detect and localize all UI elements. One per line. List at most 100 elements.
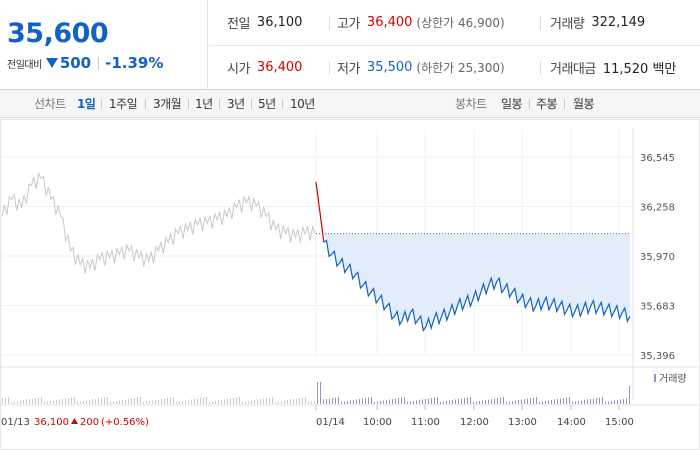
volume-bar bbox=[452, 400, 453, 404]
volume-bar bbox=[242, 402, 243, 404]
volume-bar bbox=[386, 400, 387, 404]
volume-bar bbox=[11, 402, 12, 404]
volume-bar bbox=[218, 400, 219, 404]
volume-bar bbox=[599, 397, 600, 404]
volume-bar bbox=[83, 401, 84, 404]
toolbar-divider bbox=[282, 99, 283, 109]
volume-bar bbox=[545, 401, 546, 404]
volume-bar bbox=[623, 399, 624, 404]
volume-bar bbox=[305, 397, 306, 404]
volume-bar bbox=[35, 398, 36, 404]
period-3m-button[interactable]: 3개월 bbox=[153, 97, 182, 111]
volume-bar bbox=[539, 402, 540, 404]
today-price-line bbox=[323, 239, 631, 332]
volume-bar bbox=[17, 401, 18, 404]
volume-bar bbox=[206, 397, 207, 404]
volume-bar bbox=[71, 397, 72, 404]
change-divider bbox=[98, 56, 100, 70]
volume-bar bbox=[311, 401, 312, 404]
volume-bar bbox=[374, 402, 375, 404]
volume-bar bbox=[365, 398, 366, 404]
period-10y-button[interactable]: 10년 bbox=[290, 97, 315, 111]
candle-monthly-button[interactable]: 월봉 bbox=[573, 97, 595, 111]
below-reference-fill bbox=[323, 233, 630, 331]
x-tick-label: 14:00 bbox=[557, 417, 586, 428]
toolbar-divider bbox=[564, 99, 565, 109]
volume-bar bbox=[377, 401, 378, 404]
volume-bar bbox=[257, 399, 258, 404]
volume-bar bbox=[158, 399, 159, 404]
divider bbox=[329, 16, 330, 30]
volume-bar bbox=[353, 400, 354, 404]
change-percent: -1.39% bbox=[105, 54, 164, 72]
volume-bar bbox=[146, 401, 147, 404]
volume-bar bbox=[434, 397, 435, 404]
volume-bar bbox=[629, 386, 630, 404]
price-summary: 35,600 전일대비 500 -1.39% bbox=[0, 0, 208, 90]
volume-bar bbox=[26, 399, 27, 404]
volume-bar bbox=[482, 400, 483, 404]
volume-bar bbox=[497, 398, 498, 404]
candle-daily-button[interactable]: 일봉 bbox=[501, 97, 523, 111]
high-label: 고가 bbox=[337, 17, 360, 32]
volume-bar bbox=[188, 400, 189, 404]
x-tick-label: 13:00 bbox=[508, 417, 537, 428]
volume-label: 거래량 bbox=[550, 17, 585, 32]
volume-bar bbox=[518, 400, 519, 404]
volume-bar bbox=[458, 399, 459, 404]
volume-bar bbox=[23, 400, 24, 404]
price-fill-area bbox=[323, 233, 630, 331]
volume-bar bbox=[512, 401, 513, 404]
x-tick-label: 01/14 bbox=[316, 417, 345, 428]
volume-bar bbox=[203, 397, 204, 404]
opening-segment bbox=[315, 181, 325, 243]
open-cell: 시가 36,400 bbox=[227, 45, 302, 90]
volume-legend-swatch bbox=[654, 374, 656, 382]
today-series bbox=[315, 181, 631, 332]
volume-bar bbox=[95, 399, 96, 404]
volume-bar bbox=[362, 398, 363, 404]
period-5y-button[interactable]: 5년 bbox=[258, 97, 276, 111]
volume-bar bbox=[341, 402, 342, 404]
volume-bar bbox=[185, 400, 186, 404]
volume-bar bbox=[20, 400, 21, 404]
volume-panel: 거래량 bbox=[2, 373, 687, 404]
volume-bar bbox=[80, 401, 81, 404]
change-row: 전일대비 500 -1.39% bbox=[7, 54, 163, 72]
price-chart-svg: 36,545 36,258 35,970 35,683 35,396 거래량 01/14… bbox=[0, 119, 700, 450]
volume-bar bbox=[245, 401, 246, 404]
volume-bar bbox=[92, 399, 93, 404]
volume-bar bbox=[593, 398, 594, 404]
volume-bar bbox=[248, 401, 249, 404]
y-tick-label: 35,970 bbox=[640, 252, 675, 263]
candle-weekly-button[interactable]: 주봉 bbox=[536, 97, 558, 111]
volume-bar bbox=[359, 399, 360, 404]
volume-bar bbox=[125, 399, 126, 404]
period-1y-button[interactable]: 1년 bbox=[195, 97, 213, 111]
volume-bar bbox=[395, 398, 396, 404]
volume-bar bbox=[98, 398, 99, 404]
volume-bar bbox=[302, 397, 303, 404]
volume-bar bbox=[131, 398, 132, 404]
volume-bar bbox=[50, 401, 51, 404]
x-tick-labels: 01/14 10:00 11:00 12:00 13:00 14:00 15:00 01/13… bbox=[1, 405, 634, 428]
period-1d-button[interactable]: 1일 bbox=[77, 97, 96, 111]
volume-bar bbox=[572, 402, 573, 404]
low-cell: 저가 35,500 (하한가 25,300) bbox=[337, 45, 505, 90]
volume-bar bbox=[74, 397, 75, 404]
volume-bar bbox=[626, 398, 627, 404]
period-1w-button[interactable]: 1주일 bbox=[109, 97, 138, 111]
high-value: 36,400 bbox=[366, 15, 413, 30]
volume-bar bbox=[527, 398, 528, 404]
volume-bar bbox=[485, 400, 486, 404]
period-3y-button[interactable]: 3년 bbox=[227, 97, 245, 111]
y-tick-label: 35,683 bbox=[640, 302, 675, 313]
volume-bar bbox=[143, 402, 144, 404]
volume-bar bbox=[563, 398, 564, 404]
volume-bar bbox=[62, 399, 63, 404]
volume-bar bbox=[233, 398, 234, 404]
volume-bar bbox=[272, 397, 273, 404]
down-triangle-icon bbox=[45, 58, 58, 68]
prev-day-series bbox=[1, 171, 316, 274]
volume-bar bbox=[8, 397, 9, 404]
